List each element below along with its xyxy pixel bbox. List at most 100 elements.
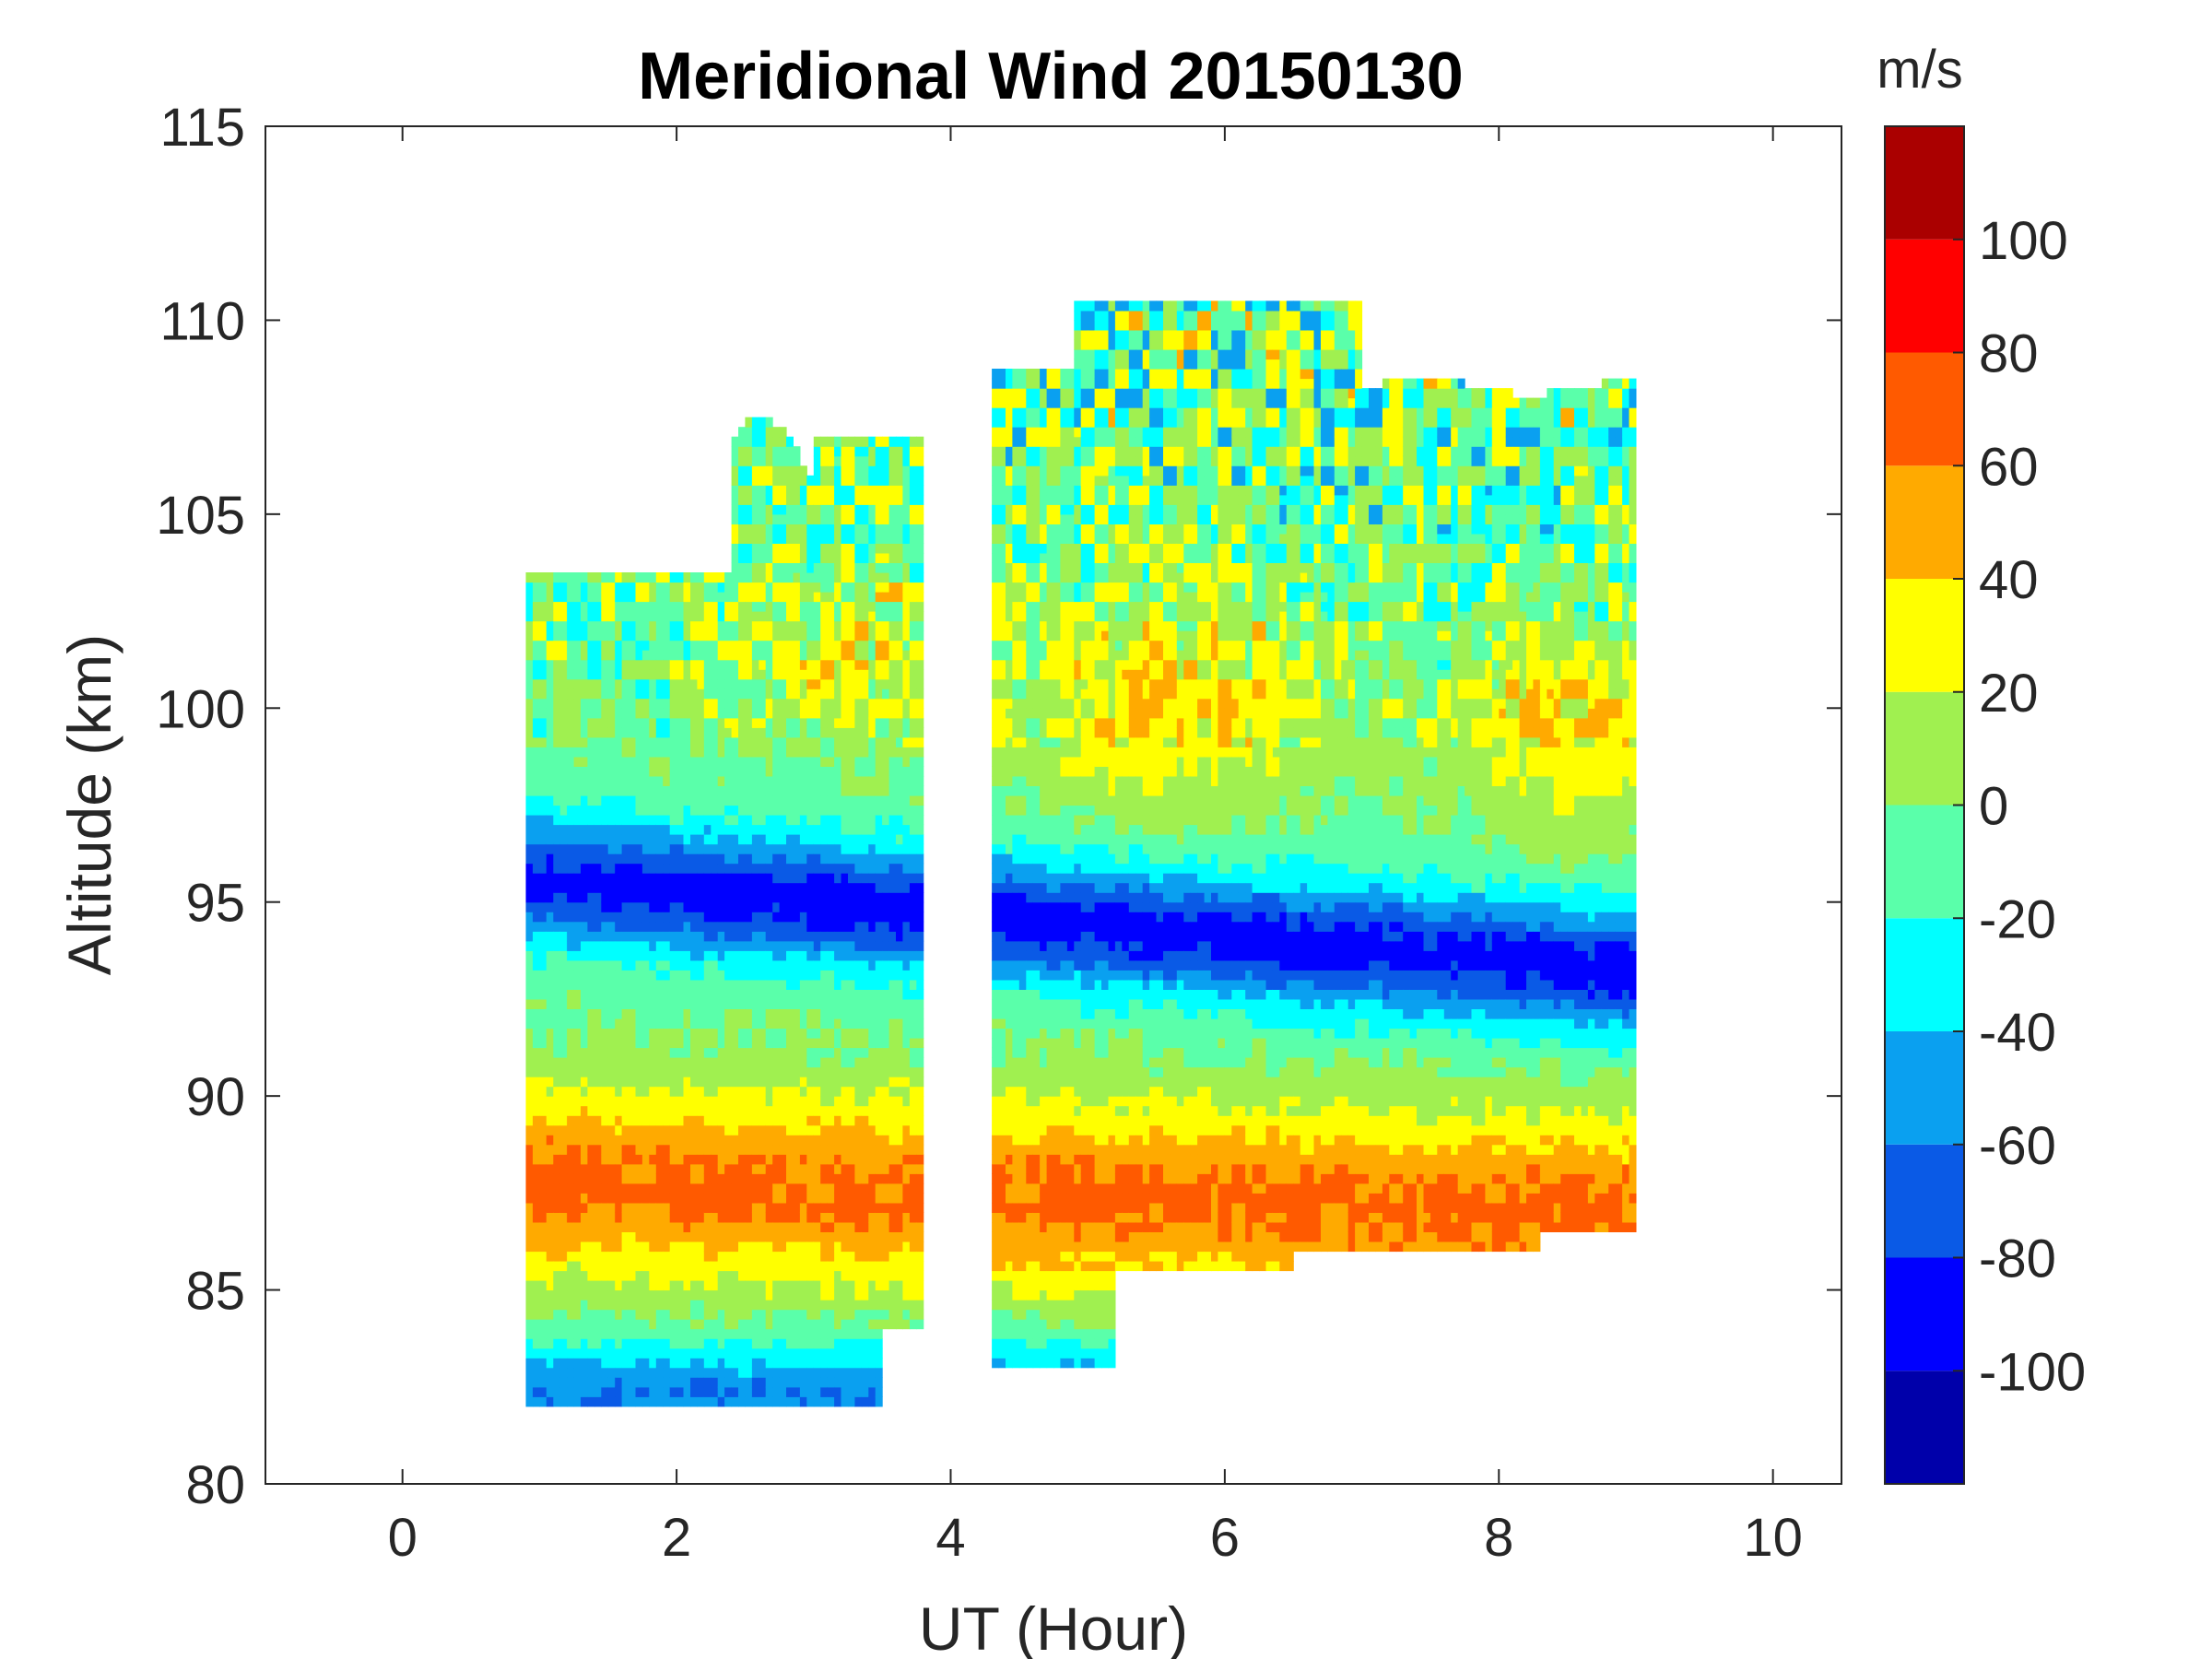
- contour-cell: [751, 756, 759, 767]
- contour-cell: [677, 1028, 685, 1039]
- contour-cell: [772, 1241, 781, 1253]
- contour-cell: [868, 1096, 877, 1107]
- contour-cell: [854, 592, 863, 603]
- contour-cell: [875, 1173, 883, 1184]
- contour-cell: [841, 504, 849, 515]
- contour-cell: [799, 950, 807, 961]
- contour-cell: [779, 921, 787, 932]
- contour-cell: [669, 1057, 677, 1068]
- contour-cell: [581, 785, 588, 796]
- contour-cell: [546, 950, 554, 961]
- contour-cell: [690, 863, 698, 874]
- contour-cell: [711, 1105, 719, 1116]
- contour-cell: [683, 1231, 691, 1242]
- contour-cell: [806, 1367, 815, 1378]
- contour-cell: [875, 504, 883, 515]
- contour-cell: [806, 950, 815, 961]
- contour-cell: [629, 1182, 636, 1194]
- contour-cell: [834, 650, 842, 661]
- contour-cell: [765, 708, 773, 719]
- contour-cell: [669, 1309, 677, 1320]
- contour-cell: [820, 921, 829, 932]
- contour-cell: [607, 1163, 616, 1174]
- contour-cell: [834, 552, 842, 563]
- contour-cell: [875, 1193, 883, 1204]
- contour-cell: [896, 1241, 903, 1253]
- contour-cell: [861, 1280, 869, 1291]
- contour-cell: [539, 1319, 547, 1330]
- contour-cell: [738, 795, 746, 806]
- contour-cell: [834, 795, 842, 806]
- contour-cell: [875, 582, 883, 593]
- contour-cell: [629, 1066, 636, 1077]
- contour-cell: [868, 1144, 877, 1155]
- contour-cell: [848, 805, 855, 816]
- contour-cell: [779, 698, 787, 709]
- contour-cell: [690, 1144, 698, 1155]
- contour-cell: [703, 601, 712, 612]
- contour-cell: [820, 989, 829, 1000]
- contour-cell: [765, 688, 773, 700]
- contour-cell: [854, 698, 863, 709]
- contour-cell: [827, 1261, 835, 1272]
- contour-cell: [724, 1086, 733, 1097]
- contour-cell: [751, 1202, 759, 1213]
- contour-cell: [649, 1328, 657, 1339]
- contour-cell: [677, 931, 685, 942]
- contour-cell: [607, 1231, 616, 1242]
- contour-cell: [533, 611, 540, 622]
- contour-cell: [751, 1115, 759, 1126]
- contour-cell: [587, 863, 595, 874]
- contour-cell: [875, 979, 883, 990]
- contour-cell: [806, 1105, 815, 1116]
- contour-cell: [731, 901, 739, 912]
- contour-cell: [663, 582, 671, 593]
- contour-cell: [765, 1280, 773, 1291]
- contour-cell: [854, 1018, 863, 1030]
- contour-cell: [813, 736, 821, 747]
- contour-cell: [703, 717, 712, 728]
- contour-cell: [581, 678, 588, 689]
- contour-cell: [635, 1358, 643, 1369]
- contour-cell: [711, 572, 719, 583]
- contour-cell: [663, 1289, 671, 1300]
- contour-cell: [649, 882, 657, 893]
- contour-cell: [724, 630, 733, 641]
- contour-cell: [697, 805, 705, 816]
- contour-cell: [635, 940, 643, 951]
- contour-cell: [533, 1154, 540, 1165]
- contour-cell: [888, 1289, 897, 1300]
- contour-cell: [677, 1154, 685, 1165]
- contour-cell: [854, 834, 863, 845]
- contour-cell: [573, 1163, 582, 1174]
- contour-cell: [629, 882, 636, 893]
- contour-cell: [581, 853, 588, 865]
- contour-cell: [738, 640, 746, 651]
- contour-cell: [772, 1386, 781, 1397]
- contour-cell: [759, 1047, 767, 1058]
- contour-cell: [765, 873, 773, 884]
- contour-cell: [677, 950, 685, 961]
- contour-cell: [793, 1086, 801, 1097]
- contour-cell: [834, 824, 842, 835]
- contour-cell: [559, 669, 568, 680]
- contour-cell: [539, 921, 547, 932]
- contour-cell: [711, 989, 719, 1000]
- contour-cell: [546, 1347, 554, 1359]
- contour-cell: [820, 1328, 829, 1339]
- contour-cell: [745, 592, 753, 603]
- contour-cell: [841, 1221, 849, 1232]
- contour-cell: [615, 931, 623, 942]
- contour-cell: [525, 959, 534, 971]
- contour-cell: [841, 592, 849, 603]
- contour-cell: [738, 843, 746, 854]
- contour-cell: [533, 747, 540, 758]
- contour-cell: [697, 1008, 705, 1019]
- contour-cell: [533, 766, 540, 777]
- contour-cell: [697, 843, 705, 854]
- contour-cell: [525, 640, 534, 651]
- contour-cell: [621, 601, 629, 612]
- contour-cell: [553, 698, 561, 709]
- contour-cell: [813, 436, 821, 447]
- contour-cell: [690, 659, 698, 670]
